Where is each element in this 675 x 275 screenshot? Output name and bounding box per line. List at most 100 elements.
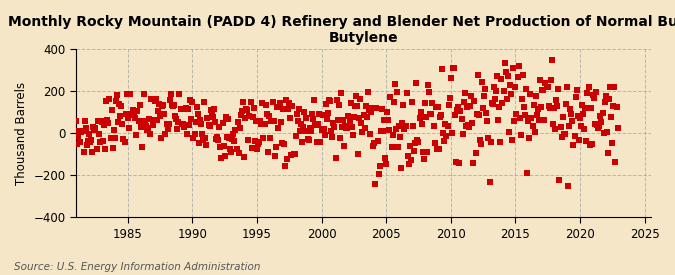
Point	[276, 141, 287, 145]
Point	[455, 108, 466, 113]
Point	[122, 116, 133, 120]
Point	[429, 141, 440, 145]
Point	[390, 127, 401, 131]
Point	[308, 97, 319, 102]
Point	[556, 134, 567, 139]
Point	[158, 103, 169, 108]
Point	[362, 90, 373, 94]
Point	[350, 94, 361, 98]
Point	[593, 126, 603, 131]
Point	[451, 160, 462, 164]
Point	[340, 123, 350, 128]
Point	[502, 74, 513, 78]
Point	[101, 99, 111, 103]
Point	[127, 112, 138, 116]
Point	[265, 119, 276, 123]
Point	[186, 117, 196, 121]
Point	[254, 119, 265, 123]
Point	[462, 123, 473, 127]
Point	[300, 128, 310, 133]
Point	[359, 125, 370, 130]
Point	[450, 113, 460, 117]
Point	[294, 107, 304, 112]
Point	[389, 82, 400, 87]
Point	[144, 117, 155, 122]
Point	[227, 137, 238, 141]
Point	[252, 147, 263, 152]
Point	[247, 115, 258, 119]
Point	[302, 137, 313, 142]
Point	[126, 112, 136, 116]
Point	[324, 97, 335, 102]
Point	[138, 119, 148, 123]
Point	[348, 133, 358, 137]
Point	[234, 126, 245, 130]
Point	[74, 128, 85, 133]
Point	[358, 113, 369, 117]
Point	[187, 100, 198, 104]
Point	[435, 114, 446, 119]
Point	[317, 113, 328, 117]
Point	[441, 134, 452, 138]
Point	[321, 117, 332, 122]
Point	[107, 145, 118, 150]
Point	[319, 127, 329, 131]
Point	[515, 132, 526, 137]
Point	[417, 150, 428, 154]
Point	[448, 66, 458, 70]
Point	[97, 120, 107, 125]
Point	[585, 106, 596, 111]
Point	[489, 85, 500, 90]
Point	[161, 122, 172, 127]
Point	[350, 104, 360, 108]
Point	[486, 101, 497, 106]
Point	[73, 135, 84, 139]
Point	[487, 102, 498, 106]
Point	[516, 97, 527, 101]
Point	[395, 134, 406, 139]
Point	[502, 97, 512, 101]
Point	[345, 101, 356, 105]
Point	[192, 112, 203, 116]
Point	[287, 103, 298, 108]
Title: Monthly Rocky Mountain (PADD 4) Refinery and Blender Net Production of Normal Bu: Monthly Rocky Mountain (PADD 4) Refinery…	[8, 15, 675, 45]
Point	[277, 106, 288, 111]
Point	[469, 98, 480, 103]
Point	[542, 85, 553, 90]
Point	[582, 91, 593, 95]
Point	[367, 105, 377, 110]
Point	[216, 156, 227, 160]
Point	[404, 144, 415, 148]
Point	[223, 136, 234, 140]
Point	[442, 124, 453, 128]
Point	[109, 136, 120, 140]
Point	[567, 119, 578, 123]
Point	[225, 150, 236, 154]
Point	[396, 166, 406, 170]
Point	[440, 121, 451, 126]
Point	[512, 75, 523, 79]
Point	[379, 118, 389, 122]
Point	[196, 122, 207, 127]
Point	[167, 104, 178, 108]
Point	[341, 126, 352, 131]
Point	[539, 118, 550, 122]
Point	[424, 90, 435, 94]
Point	[328, 121, 339, 125]
Point	[553, 86, 564, 91]
Point	[312, 140, 323, 145]
Point	[551, 97, 562, 102]
Point	[590, 122, 601, 126]
Point	[120, 112, 131, 117]
Point	[188, 136, 199, 141]
Point	[460, 123, 471, 128]
Point	[605, 114, 616, 119]
Point	[431, 147, 442, 151]
Point	[579, 127, 590, 131]
Point	[172, 126, 183, 131]
Point	[382, 110, 393, 114]
Point	[263, 150, 273, 154]
Point	[518, 72, 529, 77]
Point	[489, 97, 500, 101]
Point	[475, 142, 486, 146]
